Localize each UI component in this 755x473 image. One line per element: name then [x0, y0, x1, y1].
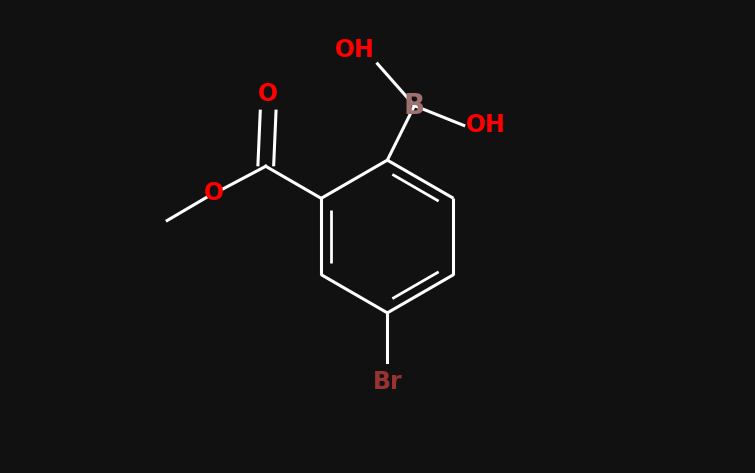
Text: O: O [204, 181, 224, 205]
Text: B: B [404, 92, 425, 120]
Text: Br: Br [372, 370, 402, 394]
Text: O: O [258, 82, 279, 105]
Text: OH: OH [335, 38, 375, 62]
Text: OH: OH [466, 114, 506, 137]
